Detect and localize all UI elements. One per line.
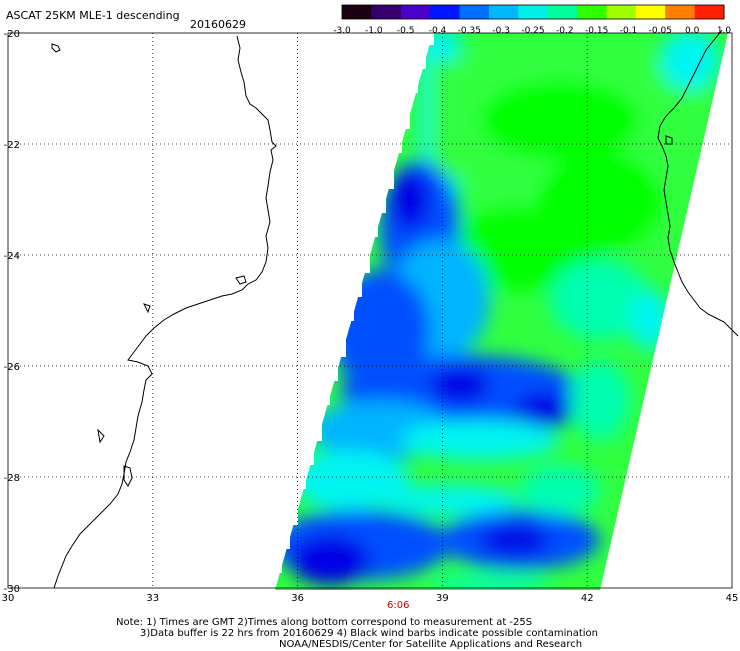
- lon-tick-label: 39: [436, 593, 449, 604]
- colorbar-swatch: [400, 5, 431, 19]
- colorbar-swatch: [606, 5, 637, 19]
- colorbar-swatch: [371, 5, 402, 19]
- colorbar-swatch: [577, 5, 607, 19]
- note-line-3: NOAA/NESDIS/Center for Satellite Applica…: [279, 639, 583, 650]
- note-line-1: Note: 1) Times are GMT 2)Times along bot…: [116, 617, 533, 628]
- colorbar-label: -0.2: [556, 26, 574, 36]
- lat-tick-label: -24: [4, 251, 20, 262]
- colorbar-label: -0.05: [649, 26, 672, 36]
- colorbar-swatch: [518, 5, 549, 19]
- colorbar-label: -0.35: [458, 26, 481, 36]
- colorbar-swatch: [547, 5, 578, 19]
- lat-tick-label: -22: [4, 140, 20, 151]
- colorbar-swatch: [430, 5, 461, 19]
- colorbar-label: 1.0: [717, 26, 732, 36]
- colorbar: -3.0 -1.0 -0.5 -0.4 -0.35 -0.3 -0.25 -0.2 -0.15 -…: [333, 4, 732, 36]
- colorbar-label: -0.15: [585, 26, 608, 36]
- colorbar-label: -0.5: [397, 26, 415, 36]
- lon-tick-label: 30: [2, 593, 15, 604]
- lon-tick-label: 33: [146, 593, 159, 604]
- lat-tick-label: -30: [4, 584, 20, 595]
- axis-ticks: 30 33 36 39 42 45 -20 -22 -24 -26 -28 -30: [2, 29, 739, 604]
- colorbar-label: -0.3: [492, 26, 510, 36]
- map-date: 20160629: [190, 18, 246, 31]
- colorbar-swatch: [488, 5, 519, 19]
- lon-tick-label: 36: [291, 593, 304, 604]
- colorbar-swatch: [694, 5, 725, 19]
- lat-tick-label: -26: [4, 362, 20, 373]
- note-line-2: 3)Data buffer is 22 hrs from 20160629 4)…: [140, 628, 598, 639]
- lon-tick-label: 42: [581, 593, 594, 604]
- time-label: 6:06: [387, 600, 410, 611]
- coastline-east: [657, 29, 739, 337]
- colorbar-label: -0.25: [521, 26, 544, 36]
- colorbar-label: 0.0: [685, 26, 700, 36]
- lat-lon-grid: [7, 32, 733, 589]
- colorbar-swatch: [665, 5, 696, 19]
- colorbar-label: -3.0: [333, 26, 351, 36]
- coastline: [53, 35, 277, 589]
- colorbar-swatch: [342, 5, 372, 19]
- lat-tick-label: -20: [4, 29, 20, 40]
- islands: [51, 43, 673, 487]
- map-title: ASCAT 25KM MLE-1 descending: [6, 9, 180, 22]
- colorbar-label: -0.1: [620, 26, 638, 36]
- lon-tick-label: 45: [726, 593, 739, 604]
- colorbar-swatch: [635, 5, 666, 19]
- colorbar-label: -0.4: [429, 26, 447, 36]
- lat-tick-label: -28: [4, 473, 20, 484]
- colorbar-label: -1.0: [365, 26, 383, 36]
- colorbar-swatch: [459, 5, 490, 19]
